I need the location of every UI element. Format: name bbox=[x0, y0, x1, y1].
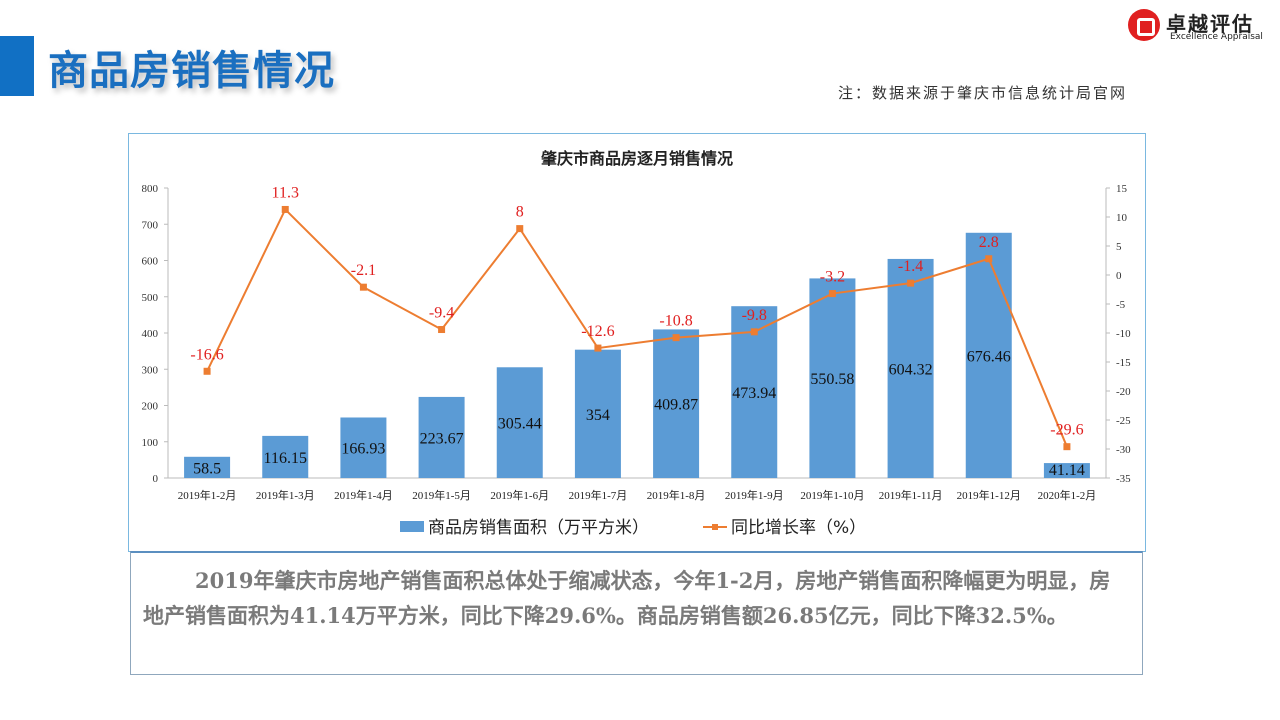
chart-title: 肇庆市商品房逐月销售情况 bbox=[540, 149, 733, 168]
left-tick-label: 300 bbox=[142, 364, 159, 376]
x-tick-label: 2019年1-8月 bbox=[647, 488, 706, 502]
bar-value-label: 41.14 bbox=[1049, 462, 1085, 479]
bar bbox=[965, 232, 1012, 478]
growth-value-label: 11.3 bbox=[272, 184, 299, 201]
company-logo: 卓越评估 Excellence Appraisal bbox=[1128, 8, 1273, 44]
legend-bar-swatch bbox=[400, 521, 424, 532]
growth-marker bbox=[750, 328, 758, 336]
left-tick-label: 100 bbox=[142, 437, 159, 449]
right-tick-label: 15 bbox=[1116, 183, 1128, 195]
bar bbox=[887, 258, 934, 478]
bar bbox=[262, 435, 309, 478]
x-tick-label: 2019年1-3月 bbox=[256, 488, 315, 502]
growth-marker bbox=[281, 205, 289, 213]
bar bbox=[809, 278, 856, 478]
growth-marker bbox=[985, 255, 993, 263]
bar-value-label: 58.5 bbox=[193, 460, 221, 477]
right-tick-label: -5 bbox=[1116, 299, 1126, 311]
bar bbox=[184, 456, 231, 478]
bar-value-label: 604.32 bbox=[889, 361, 933, 378]
bar-value-label: 166.93 bbox=[341, 441, 385, 458]
bar bbox=[1043, 463, 1090, 478]
x-tick-label: 2020年1-2月 bbox=[1038, 488, 1097, 502]
growth-marker bbox=[672, 334, 680, 342]
growth-value-label: 2.8 bbox=[979, 234, 999, 251]
growth-marker bbox=[438, 326, 446, 334]
bar bbox=[340, 417, 387, 478]
bar-value-label: 409.87 bbox=[654, 397, 698, 414]
legend-bar-label: 商品房销售面积（万平方米） bbox=[428, 518, 649, 538]
growth-value-label: -12.6 bbox=[581, 323, 614, 340]
right-tick-label: -20 bbox=[1116, 386, 1131, 398]
bar-value-label: 354 bbox=[586, 407, 610, 424]
logo-cn: 卓越评估 bbox=[1166, 12, 1254, 36]
page-title: 商品房销售情况 bbox=[48, 48, 335, 94]
growth-line bbox=[206, 207, 1068, 448]
growth-marker bbox=[359, 283, 367, 291]
left-tick-label: 200 bbox=[142, 401, 159, 413]
right-tick-label: 5 bbox=[1116, 241, 1122, 253]
bar-value-label: 305.44 bbox=[498, 416, 542, 433]
growth-marker bbox=[203, 367, 211, 375]
x-tick-label: 2019年1-5月 bbox=[412, 488, 471, 502]
right-tick-label: 10 bbox=[1116, 212, 1128, 224]
legend-line-label: 同比增长率（%） bbox=[731, 518, 866, 538]
growth-marker bbox=[594, 344, 602, 352]
growth-value-label: -10.8 bbox=[659, 313, 692, 330]
x-tick-label: 2019年1-12月 bbox=[957, 488, 1021, 502]
x-tick-label: 2019年1-4月 bbox=[334, 488, 393, 502]
left-tick-label: 600 bbox=[142, 256, 159, 268]
growth-value-label: -9.4 bbox=[429, 305, 454, 322]
growth-marker bbox=[828, 290, 836, 298]
bar-value-label: 550.58 bbox=[810, 371, 854, 388]
growth-value-label: -2.1 bbox=[351, 262, 376, 279]
logo-mark-icon bbox=[1128, 9, 1160, 41]
right-tick-label: -15 bbox=[1116, 357, 1131, 369]
bar-value-label: 676.46 bbox=[967, 348, 1011, 365]
growth-value-label: -3.2 bbox=[820, 269, 845, 286]
growth-value-label: -9.8 bbox=[742, 307, 767, 324]
bar-value-label: 223.67 bbox=[420, 430, 464, 447]
left-tick-label: 0 bbox=[153, 473, 159, 485]
growth-marker bbox=[907, 279, 915, 287]
logo-en: Excellence Appraisal bbox=[1170, 32, 1263, 42]
bar bbox=[418, 396, 465, 478]
x-tick-label: 2019年1-7月 bbox=[569, 488, 628, 502]
left-tick-label: 700 bbox=[142, 219, 159, 231]
x-tick-label: 2019年1-2月 bbox=[178, 488, 237, 502]
bar bbox=[653, 329, 700, 478]
right-tick-label: -35 bbox=[1116, 473, 1131, 485]
bar bbox=[574, 349, 621, 478]
source-note: 注：数据来源于肇庆市信息统计局官网 bbox=[838, 84, 1128, 102]
x-tick-label: 2019年1-10月 bbox=[800, 488, 864, 502]
left-tick-label: 800 bbox=[142, 183, 159, 195]
x-tick-label: 2019年1-6月 bbox=[490, 488, 549, 502]
growth-marker bbox=[516, 225, 524, 233]
right-tick-label: -10 bbox=[1116, 328, 1131, 340]
title-accent-bar bbox=[0, 36, 34, 96]
growth-value-label: -29.6 bbox=[1050, 422, 1083, 439]
x-tick-label: 2019年1-9月 bbox=[725, 488, 784, 502]
right-tick-label: 0 bbox=[1116, 270, 1122, 282]
legend-line-marker bbox=[712, 524, 718, 530]
bar-value-label: 473.94 bbox=[732, 385, 776, 402]
growth-marker bbox=[1063, 443, 1071, 451]
bar bbox=[496, 367, 543, 478]
x-tick-label: 2019年1-11月 bbox=[879, 488, 943, 502]
summary-text: 2019年肇庆市房地产销售面积总体处于缩减状态，今年1-2月，房地产销售面积降幅… bbox=[130, 551, 1143, 675]
growth-value-label: -1.4 bbox=[898, 258, 923, 275]
left-tick-label: 500 bbox=[142, 292, 159, 304]
growth-value-label: 8 bbox=[516, 204, 524, 221]
bar-value-label: 116.15 bbox=[264, 450, 307, 467]
growth-value-label: -16.6 bbox=[190, 346, 223, 363]
right-tick-label: -25 bbox=[1116, 415, 1131, 427]
right-tick-label: -30 bbox=[1116, 444, 1131, 456]
left-tick-label: 400 bbox=[142, 328, 159, 340]
